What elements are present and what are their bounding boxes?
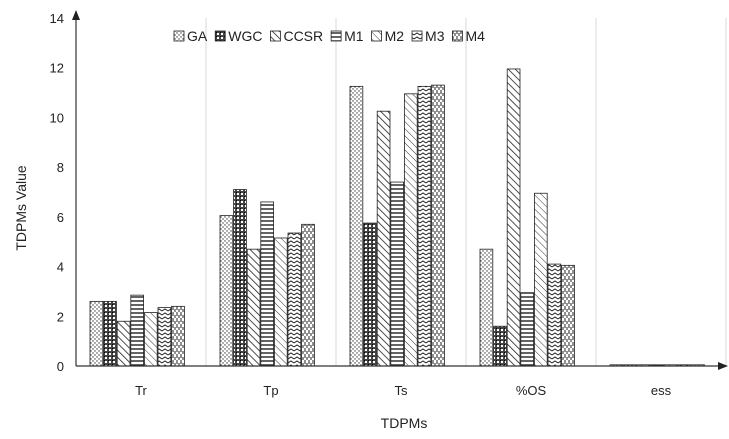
- legend-swatch: [173, 30, 185, 42]
- bar-m1-tp: [260, 201, 274, 367]
- legend-label: CCSR: [283, 28, 323, 44]
- legend-swatch: [214, 30, 226, 42]
- legend-swatch: [452, 30, 463, 42]
- bar-wgc-ts: [363, 222, 377, 367]
- y-tick-label: 10: [50, 110, 64, 125]
- legend-swatch: [371, 30, 382, 42]
- legend-label: M4: [465, 28, 485, 44]
- x-axis-label: TDPMs: [381, 415, 428, 431]
- legend-swatch: [270, 30, 281, 42]
- y-tick-label: 12: [50, 61, 64, 76]
- bar-m4-ts: [431, 84, 445, 367]
- bar-m2-tr: [143, 312, 158, 367]
- y-axis-label: TDPMs Value: [13, 165, 29, 251]
- y-tick-label: 14: [50, 11, 64, 26]
- category-gridlines: [205, 18, 727, 366]
- legend-label: M1: [344, 28, 364, 44]
- x-axis-arrow-icon: [718, 362, 728, 370]
- legend: GA WGC CCSR M1 M2 M3 M4: [173, 28, 485, 44]
- bar-m4-tp: [301, 223, 315, 367]
- bar-m1-pctos: [520, 292, 534, 367]
- x-tick-label: %OS: [516, 383, 547, 398]
- legend-label: M2: [385, 28, 405, 44]
- bar-m2-ts: [403, 93, 418, 367]
- legend-swatch: [411, 30, 423, 42]
- bar-ccsr-ts: [376, 110, 391, 367]
- legend-swatch: [330, 30, 342, 42]
- y-tick-label: 0: [57, 359, 64, 374]
- bar-m2-pctos: [534, 192, 548, 367]
- bar-m1-tr: [130, 294, 145, 367]
- axes-group: [72, 10, 728, 370]
- x-tick-labels: Tr Tp Ts %OS ess: [135, 383, 672, 398]
- bar-wgc-tp: [233, 189, 247, 367]
- legend-label: WGC: [228, 28, 262, 44]
- bar-m4-tr: [171, 305, 185, 367]
- bar-m3-pctos: [547, 263, 562, 367]
- bar-ccsr-pctos: [506, 68, 521, 367]
- bar-m1-ts: [390, 181, 404, 367]
- bar-ga-tr: [89, 300, 104, 367]
- bar-m2-tp: [273, 237, 288, 367]
- bar-ga-pctos: [479, 248, 494, 367]
- y-tick-label: 8: [57, 160, 64, 175]
- y-tick-label: 6: [57, 210, 64, 225]
- x-tick-label: Ts: [395, 383, 409, 398]
- bar-ccsr-tr: [116, 320, 131, 367]
- bar-m3-tr: [157, 307, 172, 367]
- bar-ga-ts: [349, 85, 364, 367]
- x-tick-label: Tr: [135, 383, 147, 398]
- bar-ga-tp: [219, 215, 234, 367]
- y-tick-label: 4: [57, 260, 64, 275]
- bar-m4-pctos: [561, 264, 575, 367]
- y-tick-labels: 0 2 4 6 8 10 12 14: [50, 11, 64, 374]
- bar-wgc-tr: [103, 300, 117, 367]
- bar-m3-tp: [287, 232, 302, 367]
- legend-label: M3: [425, 28, 445, 44]
- x-tick-label: Tp: [263, 383, 278, 398]
- x-tick-label: ess: [651, 383, 672, 398]
- bars-group: [89, 68, 705, 367]
- y-axis-arrow-icon: [72, 10, 80, 20]
- bar-ccsr-tp: [246, 248, 261, 367]
- bar-m3-ts: [417, 85, 432, 367]
- bar-wgc-pctos: [493, 325, 507, 367]
- y-tick-label: 2: [57, 309, 64, 324]
- legend-label: GA: [187, 28, 208, 44]
